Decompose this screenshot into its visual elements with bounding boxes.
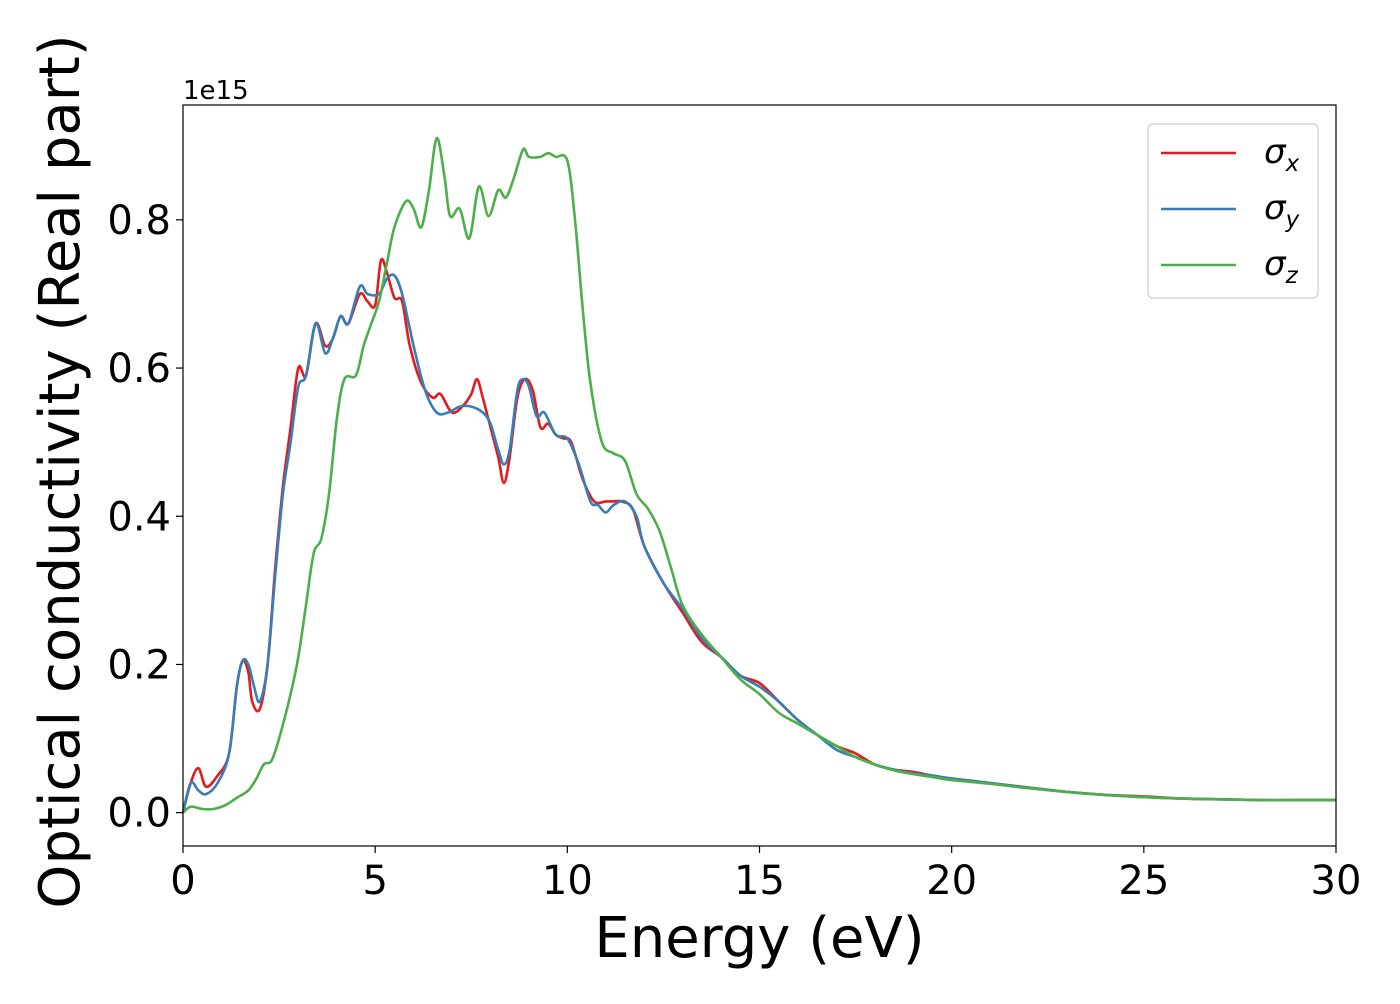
x-tick-label: 30 — [1311, 858, 1362, 904]
legend-symbol: σ — [1264, 132, 1287, 172]
legend-symbol: σ — [1264, 188, 1287, 228]
y-tick-label: 0.0 — [107, 791, 171, 837]
x-ticks: 0 5 10 15 20 25 30 — [170, 846, 1361, 904]
series-line-y — [181, 273, 1336, 814]
legend-label-y: σy — [1264, 188, 1300, 233]
x-tick-label: 5 — [362, 858, 387, 904]
x-tick-label: 0 — [170, 858, 195, 904]
series-line-z — [182, 136, 1336, 814]
legend-subscript: x — [1285, 151, 1300, 177]
y-axis-label: Optical conductivity (Real part) — [28, 34, 93, 908]
legend-label-z: σz — [1264, 244, 1299, 289]
y-tick-label: 0.6 — [107, 346, 171, 392]
y-tick-label: 0.2 — [107, 642, 171, 688]
y-tick-label: 0.4 — [107, 494, 171, 540]
legend-subscript: z — [1285, 263, 1299, 289]
y-ticks: 0.0 0.2 0.4 0.6 0.8 — [107, 198, 183, 837]
x-tick-label: 20 — [926, 858, 977, 904]
legend-symbol: σ — [1264, 244, 1287, 284]
y-tick-label: 0.8 — [107, 198, 171, 244]
x-tick-label: 25 — [1118, 858, 1169, 904]
legend-subscript: y — [1285, 207, 1300, 233]
legend-box — [1147, 123, 1319, 299]
x-tick-label: 10 — [542, 858, 593, 904]
legend-label-x: σx — [1264, 132, 1300, 177]
y-offset-label: 1e15 — [183, 76, 249, 106]
series-layer — [181, 136, 1336, 814]
x-axis-label: Energy (eV) — [594, 906, 924, 971]
series-line-x — [181, 257, 1336, 814]
x-tick-label: 15 — [734, 858, 785, 904]
